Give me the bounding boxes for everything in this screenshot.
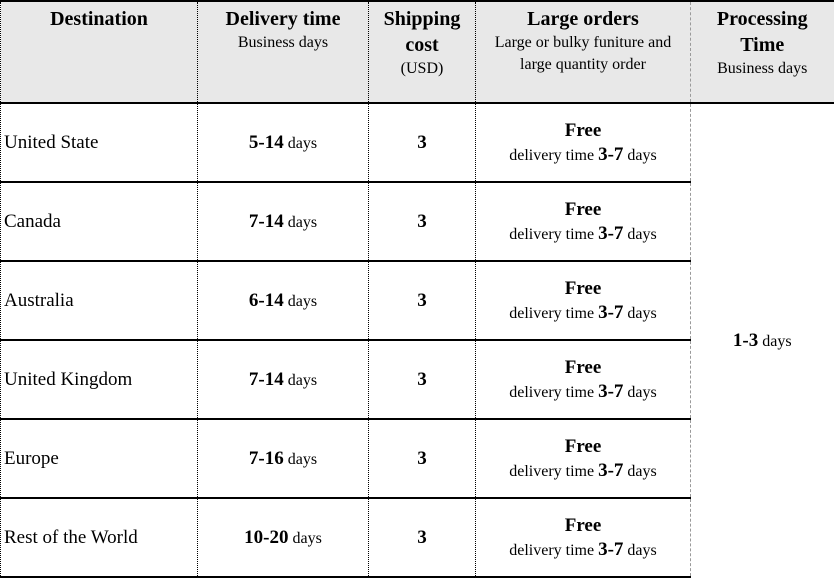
large-orders-prefix: delivery time: [509, 305, 594, 322]
large-orders-cell: Free delivery time 3-7 days: [476, 340, 691, 419]
header-large-orders: Large orders Large or bulky funiture and…: [476, 1, 691, 103]
large-orders-unit: days: [627, 147, 656, 164]
large-orders-cell: Free delivery time 3-7 days: [476, 498, 691, 577]
large-orders-unit: days: [627, 384, 656, 401]
delivery-range: 6-14: [249, 290, 284, 311]
large-orders-cell: Free delivery time 3-7 days: [476, 261, 691, 340]
large-orders-free-label: Free: [476, 198, 690, 222]
delivery-time-cell: 7-14 days: [198, 182, 369, 261]
destination-cell: United Kingdom: [1, 340, 198, 419]
large-orders-free-label: Free: [476, 277, 690, 301]
destination-cell: United State: [1, 103, 198, 182]
large-orders-detail: delivery time 3-7 days: [476, 301, 690, 325]
processing-time-cell: 1-3 days: [691, 103, 834, 577]
destination-cell: Australia: [1, 261, 198, 340]
shipping-cost-cell: 3: [369, 340, 476, 419]
delivery-unit: days: [288, 372, 317, 389]
large-orders-unit: days: [627, 226, 656, 243]
large-orders-free-label: Free: [476, 356, 690, 380]
processing-time-range: 1-3: [733, 330, 758, 351]
header-delivery-time-title: Delivery time: [200, 6, 366, 32]
large-orders-detail: delivery time 3-7 days: [476, 380, 690, 404]
large-orders-prefix: delivery time: [509, 384, 594, 401]
delivery-range: 7-14: [249, 369, 284, 390]
header-shipping-cost-subtitle: (USD): [371, 58, 473, 80]
large-orders-cell: Free delivery time 3-7 days: [476, 103, 691, 182]
large-orders-detail: delivery time 3-7 days: [476, 459, 690, 483]
header-row: Destination Delivery time Business days …: [1, 1, 834, 103]
large-orders-free-label: Free: [476, 119, 690, 143]
shipping-cost-cell: 3: [369, 419, 476, 498]
header-large-orders-subtitle: Large or bulky funiture and large quanti…: [478, 32, 688, 75]
large-orders-range: 3-7: [598, 460, 623, 481]
large-orders-unit: days: [627, 463, 656, 480]
large-orders-prefix: delivery time: [509, 463, 594, 480]
header-processing-time-subtitle: Business days: [693, 58, 832, 80]
large-orders-detail: delivery time 3-7 days: [476, 222, 690, 246]
delivery-range: 5-14: [249, 132, 284, 153]
shipping-cost-cell: 3: [369, 182, 476, 261]
delivery-range: 7-16: [249, 448, 284, 469]
large-orders-free-label: Free: [476, 514, 690, 538]
header-destination: Destination: [1, 1, 198, 103]
large-orders-unit: days: [627, 542, 656, 559]
large-orders-range: 3-7: [598, 302, 623, 323]
destination-cell: Rest of the World: [1, 498, 198, 577]
shipping-cost-cell: 3: [369, 103, 476, 182]
processing-time-unit: days: [762, 333, 791, 350]
delivery-range: 10-20: [244, 527, 288, 548]
delivery-unit: days: [288, 293, 317, 310]
table-body: United State 5-14 days 3 Free delivery t…: [1, 103, 834, 577]
delivery-unit: days: [288, 451, 317, 468]
large-orders-range: 3-7: [598, 144, 623, 165]
delivery-unit: days: [288, 135, 317, 152]
destination-cell: Canada: [1, 182, 198, 261]
delivery-time-cell: 10-20 days: [198, 498, 369, 577]
delivery-time-cell: 6-14 days: [198, 261, 369, 340]
large-orders-unit: days: [627, 305, 656, 322]
large-orders-prefix: delivery time: [509, 147, 594, 164]
large-orders-range: 3-7: [598, 539, 623, 560]
header-delivery-time: Delivery time Business days: [198, 1, 369, 103]
large-orders-detail: delivery time 3-7 days: [476, 143, 690, 167]
header-delivery-time-subtitle: Business days: [200, 32, 366, 54]
delivery-time-cell: 5-14 days: [198, 103, 369, 182]
delivery-time-cell: 7-16 days: [198, 419, 369, 498]
header-destination-title: Destination: [3, 6, 195, 32]
large-orders-cell: Free delivery time 3-7 days: [476, 182, 691, 261]
large-orders-prefix: delivery time: [509, 226, 594, 243]
header-shipping-cost-title: Shipping cost: [371, 6, 473, 58]
delivery-range: 7-14: [249, 211, 284, 232]
shipping-cost-cell: 3: [369, 261, 476, 340]
destination-cell: Europe: [1, 419, 198, 498]
delivery-unit: days: [288, 214, 317, 231]
header-shipping-cost: Shipping cost (USD): [369, 1, 476, 103]
large-orders-prefix: delivery time: [509, 542, 594, 559]
header-processing-time: Processing Time Business days: [691, 1, 834, 103]
large-orders-free-label: Free: [476, 435, 690, 459]
table-row: United State 5-14 days 3 Free delivery t…: [1, 103, 834, 182]
large-orders-cell: Free delivery time 3-7 days: [476, 419, 691, 498]
delivery-time-cell: 7-14 days: [198, 340, 369, 419]
table-header: Destination Delivery time Business days …: [1, 1, 834, 103]
header-large-orders-title: Large orders: [478, 6, 688, 32]
header-processing-time-title: Processing Time: [693, 6, 832, 58]
delivery-unit: days: [293, 530, 322, 547]
large-orders-range: 3-7: [598, 381, 623, 402]
shipping-cost-cell: 3: [369, 498, 476, 577]
large-orders-range: 3-7: [598, 223, 623, 244]
